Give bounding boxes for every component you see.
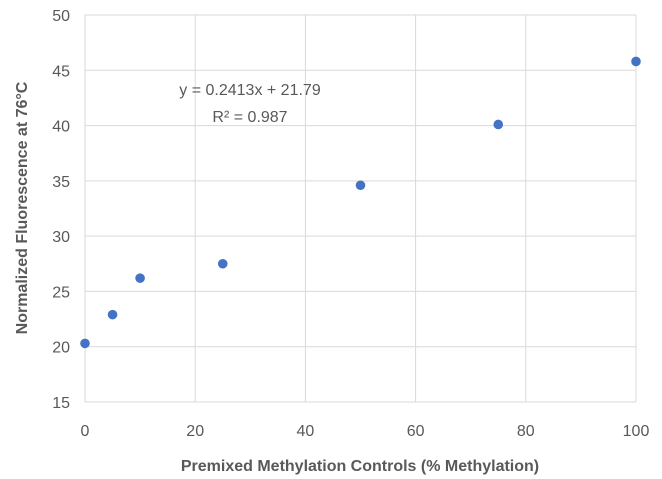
- trendline-equation: y = 0.2413x + 21.79: [179, 82, 321, 99]
- data-point: [80, 338, 90, 349]
- y-tick-label: 40: [52, 119, 70, 136]
- data-point: [631, 56, 641, 67]
- y-tick-label: 35: [52, 174, 70, 191]
- data-point: [217, 258, 228, 269]
- data-point: [107, 309, 118, 320]
- data-point: [355, 180, 366, 191]
- x-axis-title: Premixed Methylation Controls (% Methyla…: [181, 458, 539, 475]
- y-tick-label: 30: [52, 229, 70, 246]
- x-tick-label: 40: [297, 423, 315, 440]
- data-points: [80, 56, 641, 349]
- x-tick-label: 80: [517, 423, 535, 440]
- y-axis-title: Normalized Fluorescence at 76°C: [14, 81, 31, 334]
- data-point: [135, 273, 145, 283]
- x-tick-label: 20: [186, 423, 204, 440]
- y-tick-label: 25: [52, 284, 70, 301]
- y-tick-label: 45: [52, 63, 70, 80]
- y-tick-label: 50: [52, 8, 70, 25]
- x-tick-label: 60: [407, 423, 425, 440]
- y-tick-label: 15: [52, 395, 70, 412]
- trendline-r-squared: R² = 0.987: [212, 109, 287, 126]
- gridlines: [84, 14, 637, 403]
- tick-labels: 15 20 25 30 35 40 45 50 0 20 40 60 80 100: [52, 8, 649, 440]
- data-point: [493, 119, 504, 130]
- y-tick-label: 20: [52, 340, 70, 357]
- x-tick-label: 0: [81, 423, 90, 440]
- x-tick-label: 100: [623, 423, 650, 440]
